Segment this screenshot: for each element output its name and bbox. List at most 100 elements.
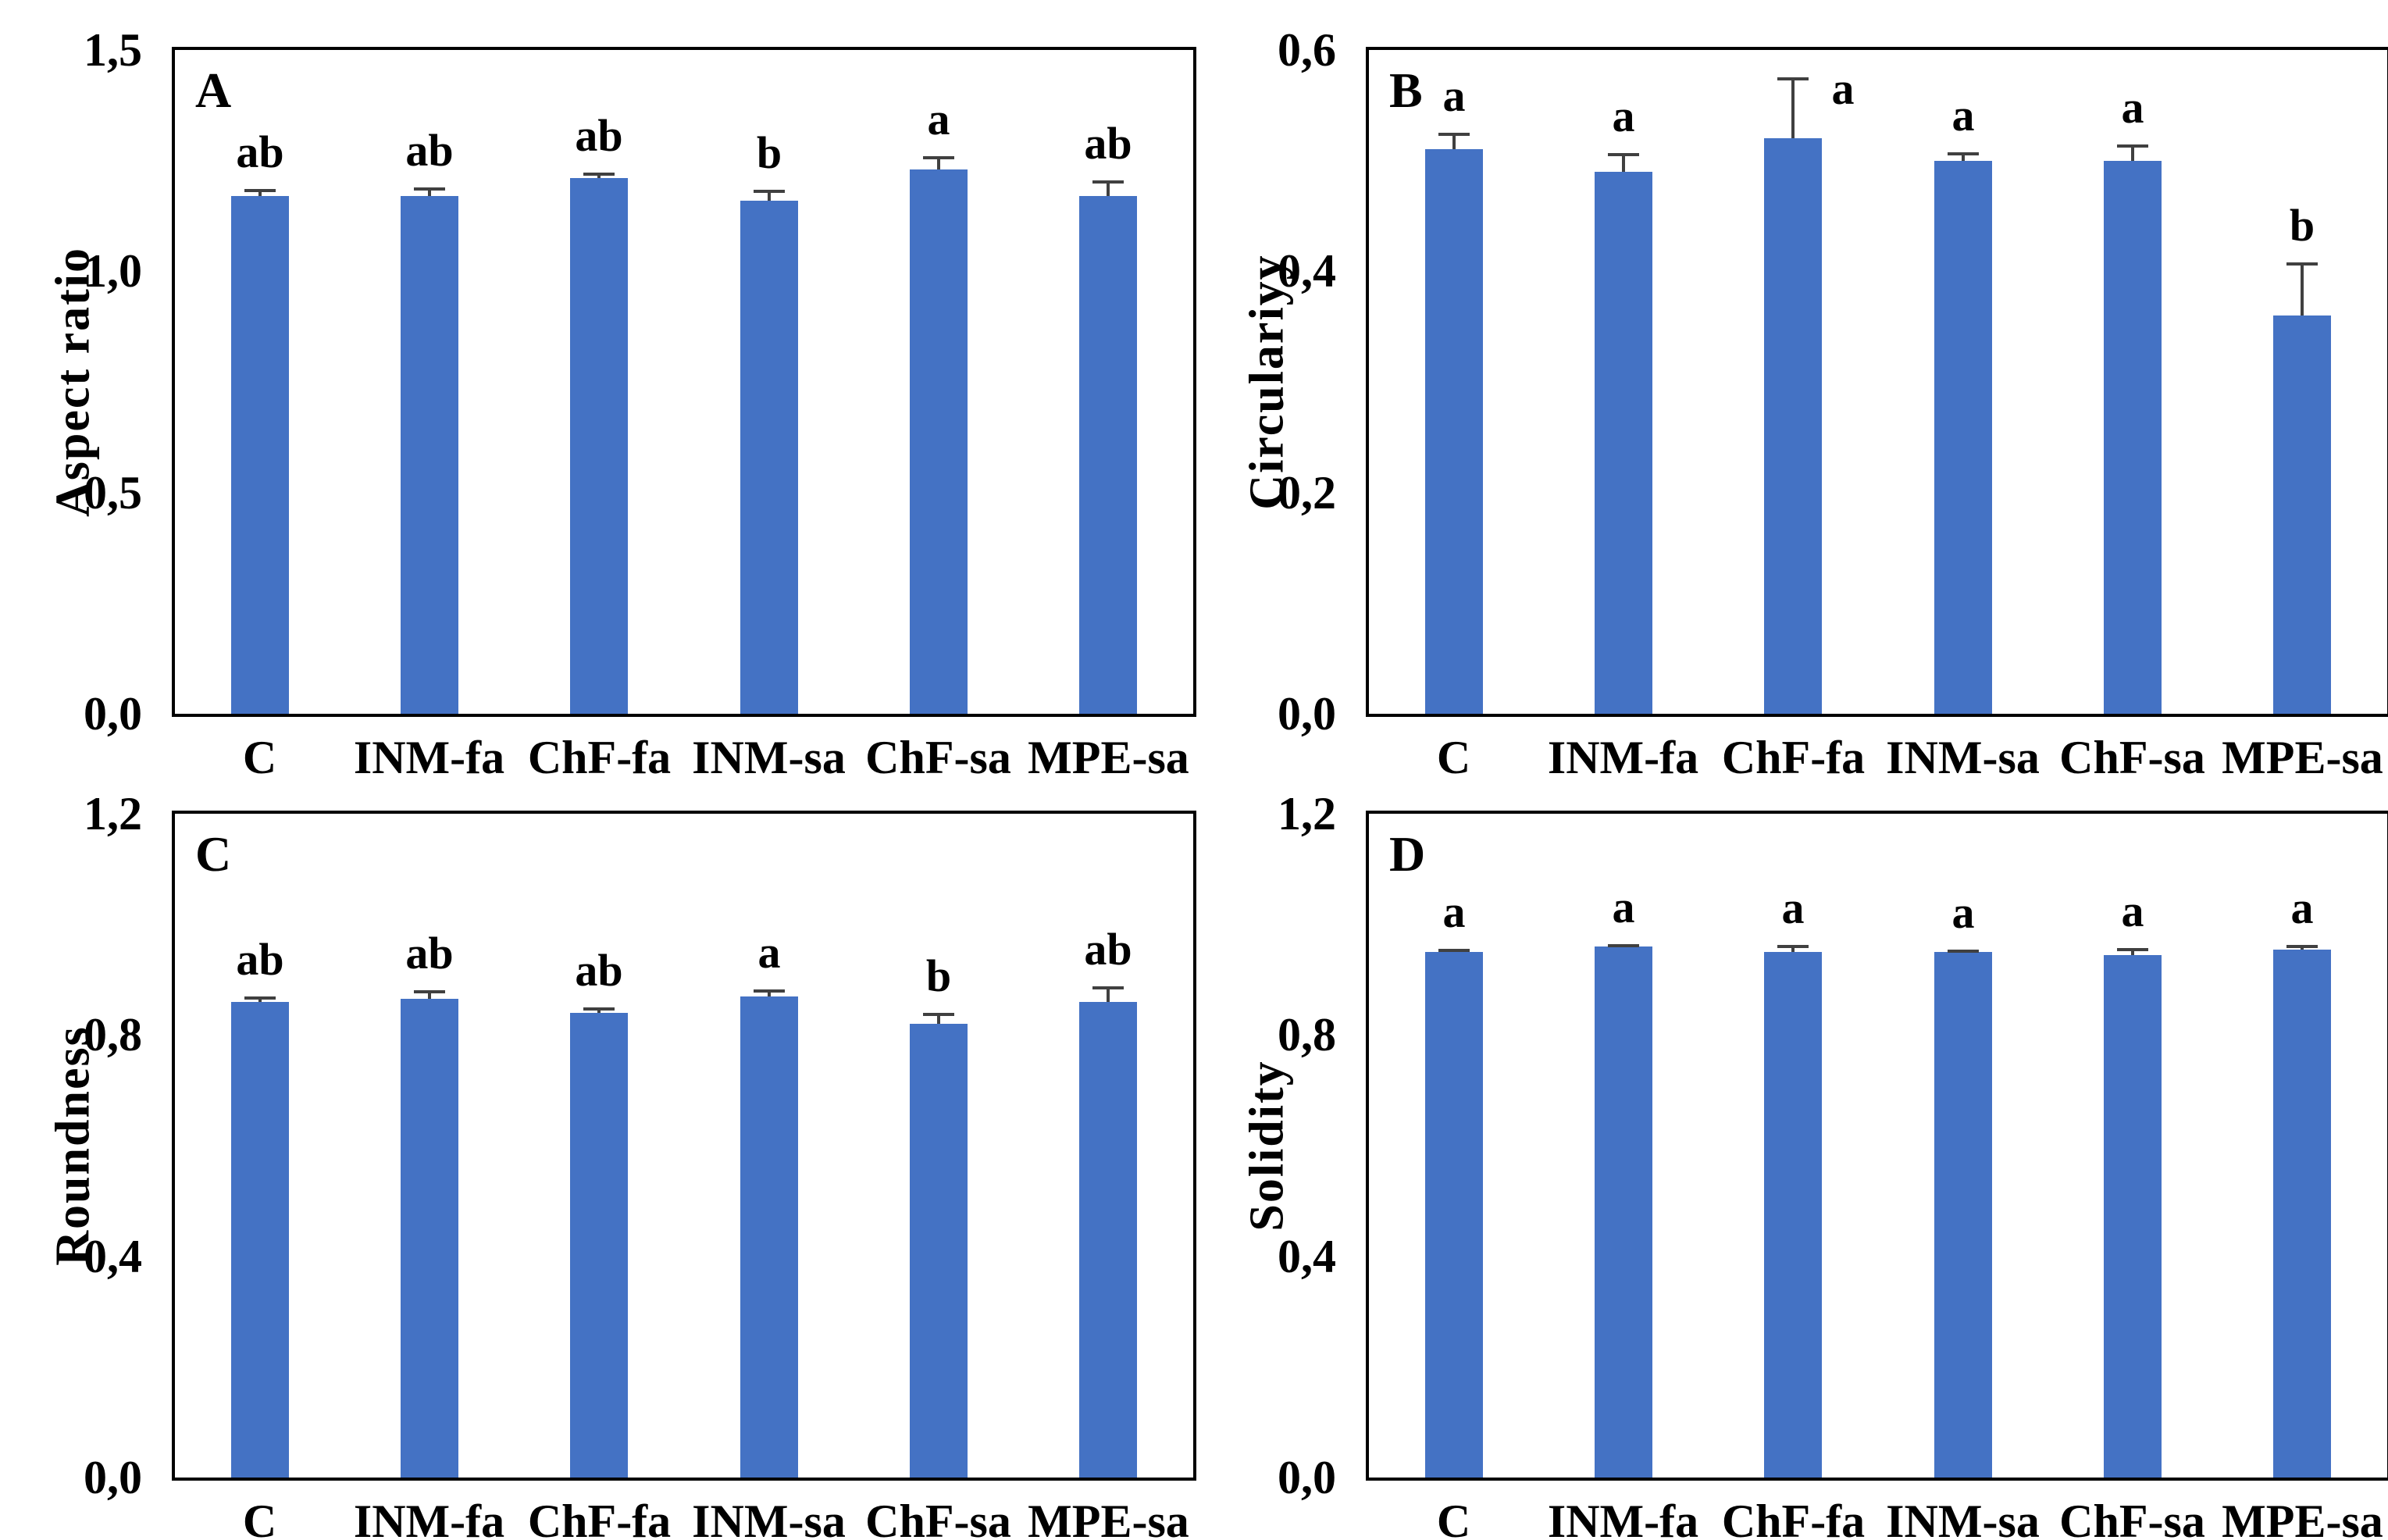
error-bar-line <box>2131 144 2134 161</box>
significance-letter: a <box>2121 82 2144 133</box>
y-tick-label: 1,0 <box>84 245 142 298</box>
error-bar-cap <box>2117 948 2148 951</box>
error-bar-cap <box>414 187 445 191</box>
x-category-label: INM-fa <box>353 1495 505 1540</box>
y-tick-label: 0,4 <box>1278 245 1336 298</box>
y-tick-label: 0,0 <box>84 688 142 740</box>
significance-letter: b <box>2289 200 2315 251</box>
significance-letter: ab <box>575 110 623 161</box>
error-bar-cap <box>583 1007 615 1011</box>
panel-letter: D <box>1389 826 1426 882</box>
error-bar-line <box>1791 77 1795 138</box>
significance-letter: a <box>1442 886 1466 937</box>
bar-MPE-sa <box>1079 1002 1137 1478</box>
bar-C <box>1425 149 1483 714</box>
error-bar-line <box>2301 262 2304 315</box>
significance-letter: a <box>1612 882 1635 932</box>
error-bar-cap <box>583 173 615 176</box>
bar-INM-fa <box>401 999 458 1478</box>
error-bar-line <box>1791 945 1795 952</box>
y-tick-label: 0,6 <box>1278 24 1336 76</box>
error-bar-cap <box>1777 945 1809 948</box>
x-category-label: ChF-fa <box>1721 1495 1866 1540</box>
x-category-label: ChF-sa <box>2059 732 2205 776</box>
bar-ChF-fa <box>1764 138 1822 714</box>
error-bar-line <box>1622 153 1625 172</box>
bar-INM-fa <box>401 196 458 714</box>
error-bar-cap <box>1608 153 1639 156</box>
significance-letter: a <box>2121 886 2144 936</box>
bar-ChF-sa <box>910 169 968 714</box>
bar-ChF-fa <box>570 178 628 714</box>
significance-letter: a <box>2290 882 2314 933</box>
y-axis-label: Roundness <box>46 1025 100 1266</box>
bar-C <box>231 1002 289 1478</box>
y-tick-label: 0,2 <box>1278 466 1336 519</box>
significance-letter: a <box>1781 882 1805 933</box>
panel-letter: C <box>195 826 232 882</box>
bar-ChF-sa <box>2104 955 2162 1478</box>
error-bar-line <box>937 156 940 169</box>
error-bar-cap <box>2117 144 2148 148</box>
bar-MPE-sa <box>1079 196 1137 714</box>
y-tick-label: 0,4 <box>1278 1230 1336 1282</box>
x-category-label: INM-fa <box>1547 1495 1699 1540</box>
bar-ChF-fa <box>1764 952 1822 1478</box>
error-bar-line <box>768 989 771 996</box>
panel-letter: B <box>1389 62 1423 118</box>
significance-letter: ab <box>1084 118 1132 169</box>
bar-INM-sa <box>1934 161 1992 714</box>
x-category-label: MPE-sa <box>1028 732 1189 776</box>
error-bar-cap <box>1438 949 1470 952</box>
x-category-label: MPE-sa <box>2222 1495 2383 1540</box>
x-category-label: INM-sa <box>1886 732 2040 776</box>
bar-INM-sa <box>740 996 798 1478</box>
bar-INM-fa <box>1595 946 1652 1478</box>
bar-MPE-sa <box>2273 950 2331 1478</box>
significance-letter: b <box>925 950 952 1001</box>
error-bar-cap <box>1777 77 1809 80</box>
significance-letter: b <box>756 127 782 178</box>
x-category-label: ChF-fa <box>527 732 672 776</box>
significance-letter: a <box>1612 91 1635 141</box>
error-bar-cap <box>414 990 445 993</box>
x-category-label: INM-fa <box>353 732 505 776</box>
error-bar-cap <box>1092 986 1124 989</box>
significance-letter: ab <box>236 934 284 985</box>
error-bar-line <box>2131 948 2134 955</box>
x-category-label: MPE-sa <box>2222 732 2383 776</box>
y-axis-label: Solidity <box>1240 1060 1294 1232</box>
error-bar-cap <box>2286 945 2318 948</box>
error-bar-cap <box>244 996 276 1000</box>
error-bar-line <box>768 190 771 201</box>
significance-letter: ab <box>405 125 454 176</box>
x-category-label: ChF-sa <box>2059 1495 2205 1540</box>
error-bar-line <box>1962 152 1965 161</box>
y-tick-label: 0,0 <box>1278 688 1336 740</box>
bar-INM-fa <box>1595 172 1652 714</box>
bar-ChF-sa <box>910 1024 968 1478</box>
error-bar-cap <box>1948 950 1979 953</box>
bar-C <box>231 196 289 714</box>
error-bar-line <box>1107 986 1110 1002</box>
error-bar-cap <box>754 989 785 993</box>
x-category-label: C <box>242 732 277 776</box>
error-bar-cap <box>244 189 276 192</box>
significance-letter: a <box>757 927 781 978</box>
error-bar-line <box>428 187 431 196</box>
error-bar-cap <box>923 156 954 159</box>
error-bar-cap <box>1438 133 1470 136</box>
x-category-label: ChF-sa <box>865 732 1011 776</box>
x-category-label: INM-fa <box>1547 732 1699 776</box>
panel-letter: A <box>195 62 232 118</box>
error-bar-line <box>937 1013 940 1024</box>
significance-letter: a <box>1951 90 1975 141</box>
bar-ChF-fa <box>570 1013 628 1478</box>
significance-letter: ab <box>575 945 623 996</box>
